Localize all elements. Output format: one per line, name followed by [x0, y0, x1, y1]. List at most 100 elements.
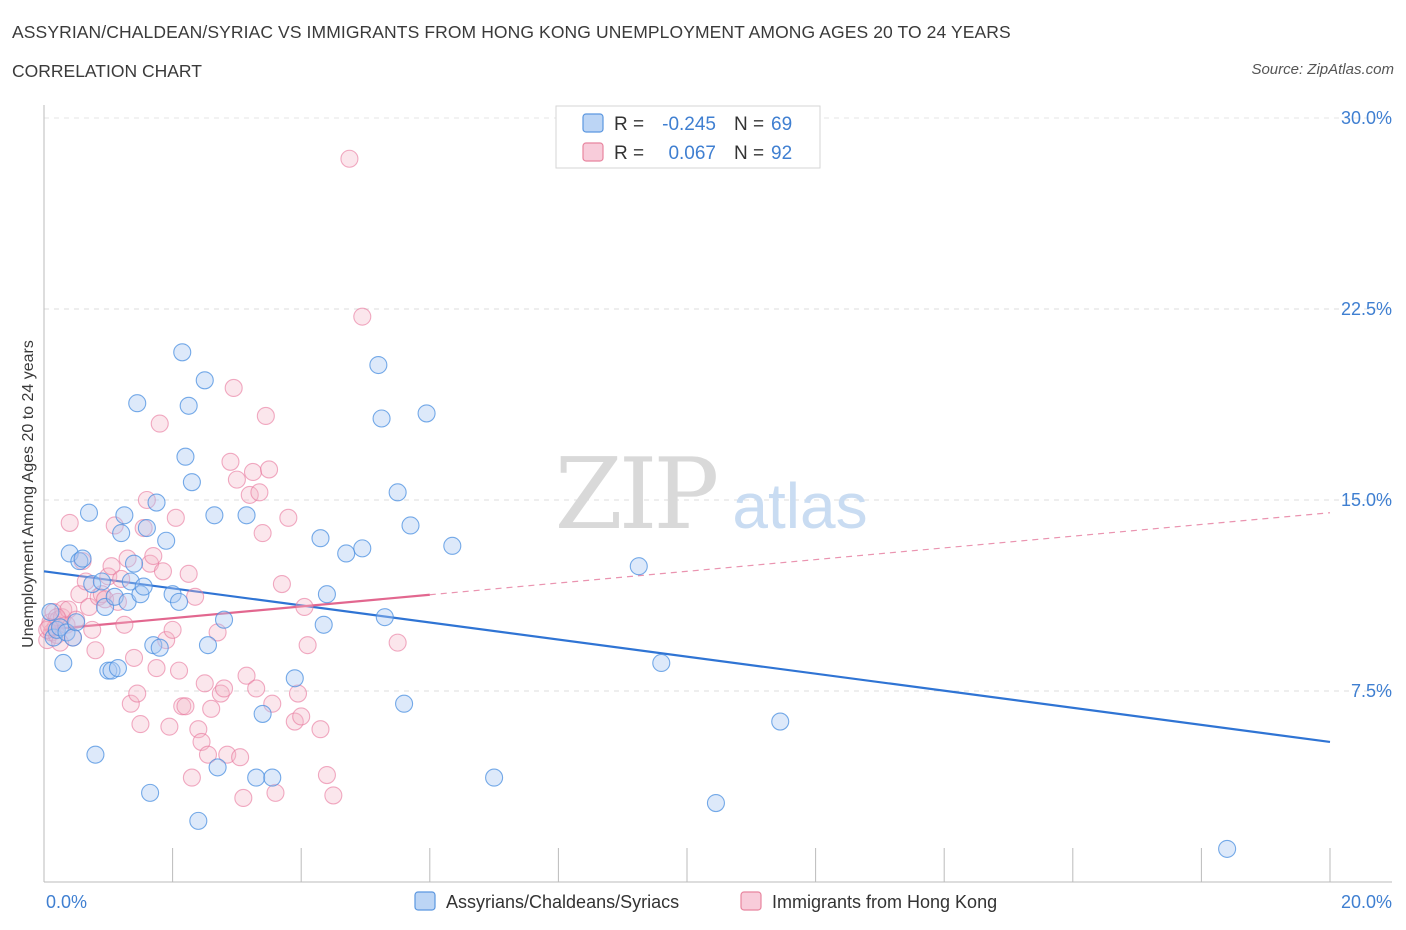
- point-assyrian-61: [401, 516, 420, 535]
- point-hong-kong-44: [163, 620, 182, 639]
- point-hong-kong-34: [131, 715, 150, 734]
- point-hong-kong-62: [224, 378, 243, 397]
- point-assyrian-57: [372, 409, 391, 428]
- point-assyrian-28: [137, 518, 156, 538]
- point-hong-kong-40: [150, 414, 169, 433]
- point-hong-kong-69: [247, 679, 266, 698]
- point-hong-kong-83: [311, 720, 330, 739]
- point-hong-kong-66: [237, 666, 256, 685]
- point-assyrian-41: [195, 371, 214, 390]
- point-assyrian-54: [337, 544, 356, 563]
- point-hong-kong-51: [186, 587, 205, 606]
- point-hong-kong-19: [83, 620, 102, 639]
- point-assyrian-10: [73, 549, 92, 568]
- point-assyrian-55: [353, 539, 372, 558]
- x-tick-label-0: 0.0%: [46, 892, 87, 912]
- point-assyrian-48: [253, 704, 272, 723]
- point-hong-kong-61: [221, 452, 240, 471]
- point-assyrian-37: [176, 447, 195, 466]
- point-hong-kong-70: [250, 483, 269, 502]
- chart-title: ASSYRIAN/CHALDEAN/SYRIAC VS IMMIGRANTS F…: [12, 22, 1011, 42]
- point-assyrian-58: [375, 608, 394, 627]
- y-tick-label-0: 7.5%: [1351, 681, 1392, 701]
- point-hong-kong-87: [353, 307, 372, 326]
- axes: [43, 105, 1392, 883]
- y-tick-label-2: 22.5%: [1341, 299, 1392, 319]
- point-hong-kong-63: [227, 470, 246, 489]
- point-assyrian-27: [134, 577, 153, 596]
- trend-lines: [43, 512, 1331, 744]
- legend-swatch-pink: [582, 142, 604, 162]
- point-hong-kong-31: [121, 694, 140, 713]
- point-hong-kong-86: [340, 149, 359, 168]
- point-assyrian-66: [652, 653, 671, 673]
- point-assyrian-42: [198, 636, 218, 655]
- point-assyrian-11: [79, 503, 99, 522]
- point-hong-kong-41: [153, 562, 173, 581]
- point-hong-kong-20: [86, 641, 105, 660]
- legend-n-label-blue: N =: [734, 114, 764, 135]
- point-hong-kong-50: [182, 768, 201, 787]
- point-assyrian-34: [163, 585, 182, 604]
- point-hong-kong-85: [324, 786, 343, 805]
- point-assyrian-59: [388, 483, 407, 502]
- point-hong-kong-56: [202, 699, 221, 718]
- point-hong-kong-29: [115, 615, 134, 634]
- point-hong-kong-39: [147, 659, 166, 678]
- point-hong-kong-32: [124, 648, 144, 667]
- point-assyrian-9: [70, 552, 89, 571]
- legend-swatch-blue: [582, 113, 604, 133]
- legend-r-label-blue: R =: [614, 114, 644, 135]
- point-hong-kong-55: [198, 745, 218, 764]
- point-assyrian-44: [208, 758, 227, 777]
- bottom-legend-label-blue: Assyrians/Chaldeans/Syriacs: [446, 892, 679, 912]
- zipatlas-watermark: ZIP atlas: [555, 438, 868, 552]
- point-assyrian-8: [67, 613, 86, 632]
- trend-line-assyrian: [43, 570, 1331, 744]
- point-hong-kong-12: [60, 513, 79, 532]
- legend-r-label-pink: R =: [614, 143, 644, 164]
- point-assyrian-33: [157, 531, 176, 550]
- grid-lines: [44, 117, 1390, 692]
- point-hong-kong-77: [279, 508, 298, 527]
- point-assyrian-43: [205, 506, 224, 525]
- legend-r-value-pink: 0.067: [668, 143, 716, 164]
- source-label: Source: ZipAtlas.com: [1251, 61, 1394, 78]
- y-axis-label: Unemployment Among Ages 20 to 24 years: [20, 340, 37, 648]
- trend-line-hong-kong: [43, 593, 430, 631]
- point-hong-kong-43: [160, 717, 179, 736]
- point-hong-kong-38: [144, 546, 163, 566]
- point-assyrian-40: [189, 811, 208, 830]
- point-assyrian-14: [92, 572, 111, 591]
- x-tick-label-1: 20.0%: [1341, 892, 1392, 912]
- point-hong-kong-73: [259, 460, 279, 479]
- legend-n-label-pink: N =: [734, 143, 764, 164]
- point-assyrian-7: [63, 628, 82, 647]
- point-assyrian-20: [112, 524, 131, 543]
- point-assyrian-19: [108, 659, 127, 678]
- point-assyrian-25: [128, 394, 147, 413]
- point-assyrian-52: [314, 615, 333, 634]
- point-hong-kong-25: [102, 557, 121, 576]
- point-assyrian-24: [124, 554, 144, 573]
- trend-line-hong-kong-extrapolated: [429, 512, 1331, 596]
- series-legend: Assyrians/Chaldeans/Syriacs Immigrants f…: [414, 891, 997, 912]
- point-assyrian-50: [285, 669, 304, 688]
- chart-subtitle: CORRELATION CHART: [12, 61, 202, 81]
- point-assyrian-0: [41, 603, 60, 622]
- point-hong-kong-65: [234, 788, 253, 808]
- point-hong-kong-81: [295, 597, 314, 617]
- point-hong-kong-46: [169, 661, 189, 680]
- point-assyrian-49: [263, 768, 282, 787]
- point-assyrian-69: [1218, 839, 1237, 858]
- point-hong-kong-45: [166, 508, 185, 527]
- point-hong-kong-76: [272, 574, 291, 594]
- point-hong-kong-84: [317, 765, 336, 785]
- watermark-atlas: atlas: [732, 470, 867, 542]
- series-hong-kong-points: [38, 149, 407, 808]
- bottom-legend-swatch-blue: [414, 891, 436, 911]
- point-assyrian-64: [485, 768, 504, 787]
- point-hong-kong-79: [288, 684, 308, 703]
- point-hong-kong-59: [214, 679, 234, 698]
- point-hong-kong-49: [179, 564, 198, 583]
